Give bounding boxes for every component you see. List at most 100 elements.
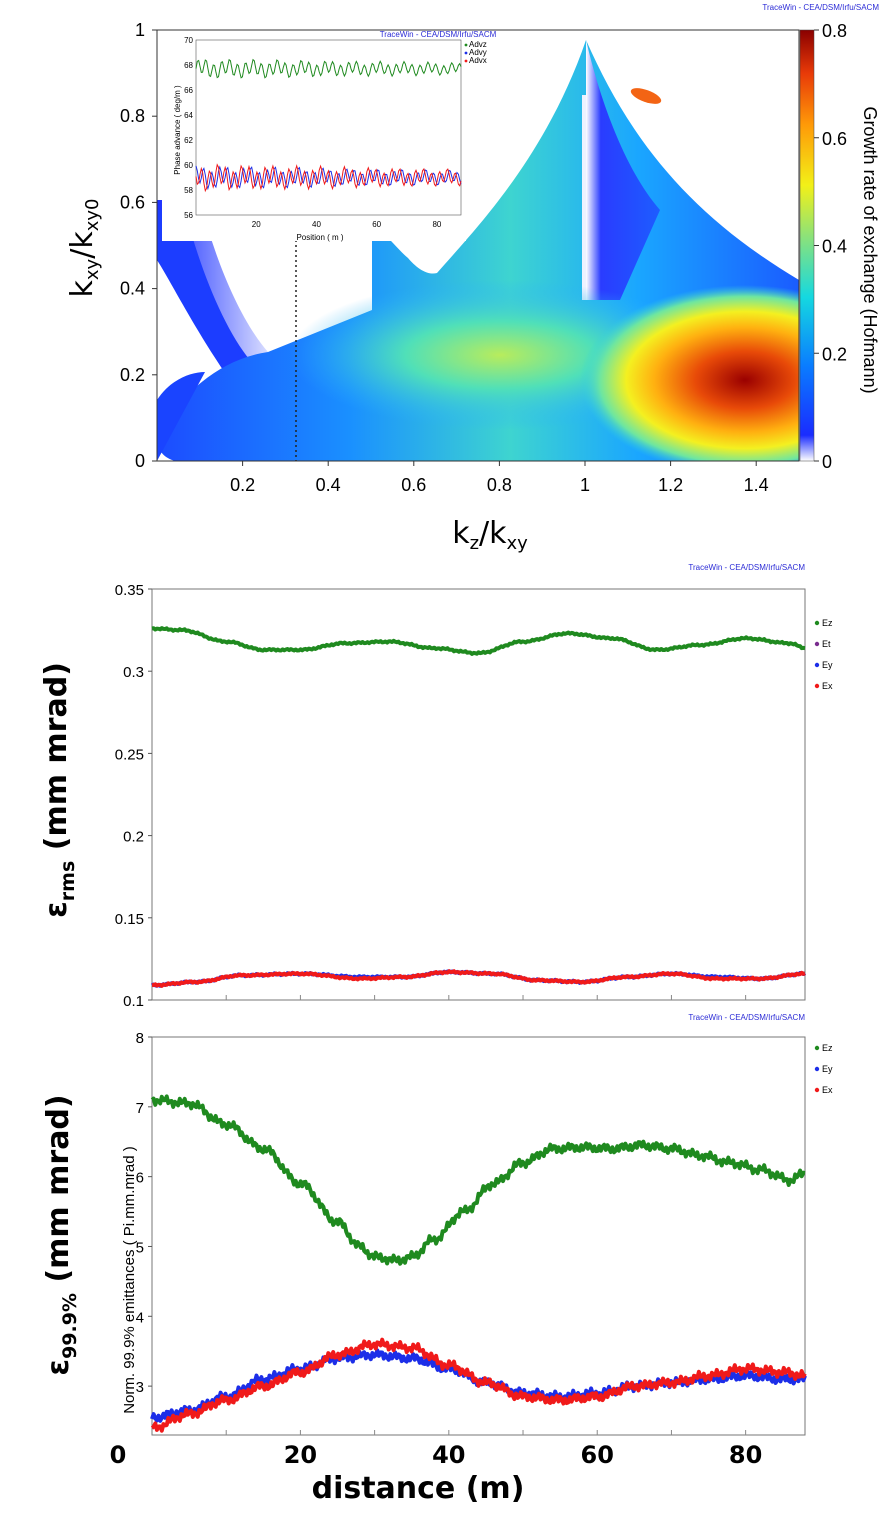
rms-legend-ey: Ey: [822, 660, 833, 670]
operating-point-marker: [630, 88, 662, 104]
credit-bottom: TraceWin - CEA/DSM/Irfu/SACM: [688, 1013, 805, 1022]
emittance-legend-dot-ex: [814, 1087, 820, 1093]
distance-x-tick-80: 80: [729, 1441, 762, 1469]
rms-series-ez: [151, 626, 806, 656]
inset-x-label: Position ( m ): [296, 233, 343, 242]
rms-series-ex: [151, 969, 806, 988]
rms-y-label: εrms (mm mrad): [39, 662, 79, 918]
inset-y-tick-60: 60: [184, 161, 193, 170]
inset-y-tick-58: 58: [184, 186, 193, 195]
emittance-legend-ez: Ez: [822, 1043, 833, 1053]
inset-ticks: 56 58 60 62 64 66 68 70 20 40 60 80: [184, 36, 442, 229]
emittance-legend-dot-ez: [814, 1045, 820, 1051]
lower-left-band: [157, 372, 205, 461]
rms-y-tick-0-3: 0.3: [123, 664, 144, 681]
emittance-plot-frame: [151, 1036, 806, 1436]
inset-x-tick-40: 40: [312, 220, 321, 229]
emittance-x-grid-ticks: [225, 1430, 747, 1435]
rms-legend-dot-ey: [814, 662, 820, 668]
emittance-y-ticks: 3 4 5 6 7 8: [136, 1030, 152, 1396]
rms-legend-dot-ex: [814, 683, 820, 689]
distance-x-tick-0: 0: [110, 1441, 127, 1469]
inset-y-tick-62: 62: [184, 136, 193, 145]
emittance-y-tick-4: 4: [136, 1309, 144, 1326]
inset-x-tick-80: 80: [432, 220, 441, 229]
colorbar-tick-0-4: 0.4: [822, 237, 847, 257]
coupling-spike: [586, 40, 660, 300]
rms-legend-dot-ez: [814, 620, 820, 626]
inset-y-tick-70: 70: [184, 36, 193, 45]
inset-legend-dot-advx: [464, 59, 468, 63]
inset-legend-advz: Advz: [469, 40, 487, 49]
inset-legend-dot-advy: [464, 51, 468, 55]
inset-y-label: Phase advance ( deg/m ): [173, 85, 182, 175]
inset-y-tick-56: 56: [184, 211, 193, 220]
stability-x-tick-0-6: 0.6: [401, 475, 426, 495]
stability-x-tick-0-4: 0.4: [316, 475, 341, 495]
distance-x-tick-60: 60: [581, 1441, 614, 1469]
stability-x-tick-1-4: 1.4: [744, 475, 769, 495]
emittance-series: [150, 1094, 807, 1433]
emittance-series-ez: [150, 1094, 806, 1266]
inset-credit: TraceWin - CEA/DSM/Irfu/SACM: [380, 30, 497, 39]
rms-legend-et: Et: [822, 639, 831, 649]
colorbar-tick-0-6: 0.6: [822, 129, 847, 149]
emittance-legend: Ez Ey Ex: [814, 1043, 833, 1095]
rms-y-tick-0-1: 0.1: [123, 993, 144, 1010]
stability-x-tick-0-8: 0.8: [487, 475, 512, 495]
emittance-series-ex: [150, 1337, 807, 1433]
inset-y-tick-66: 66: [184, 86, 193, 95]
stability-y-tick-1: 1: [135, 20, 145, 40]
emittance-y-tick-7: 7: [136, 1100, 144, 1117]
inset-legend-advx: Advx: [469, 56, 487, 65]
inset-x-tick-60: 60: [372, 220, 381, 229]
stability-plot-frame: [156, 29, 800, 462]
emittance-y-tick-8: 8: [136, 1030, 144, 1047]
stability-x-ticks: 0.2 0.4 0.6 0.8 1 1.2 1.4: [230, 461, 769, 495]
inset-series-advz: [195, 58, 462, 79]
inset-frame: [195, 39, 462, 216]
inset-legend-advy: Advy: [469, 48, 487, 57]
emittance-y-tick-3: 3: [136, 1379, 144, 1396]
inset-y-tick-64: 64: [184, 111, 193, 120]
inset-series-advx: [195, 163, 462, 193]
rms-legend-ex: Ex: [822, 681, 833, 691]
stability-x-tick-0-2: 0.2: [230, 475, 255, 495]
stability-y-tick-0-6: 0.6: [120, 192, 145, 212]
stability-y-tick-0-4: 0.4: [120, 279, 145, 299]
inset-series: [195, 58, 462, 193]
rms-y-tick-0-35: 0.35: [115, 582, 144, 599]
stability-chart-panel: 0 0.2 0.4 0.6 0.8 1 0.2 0.4 0.6 0.8 1 1.2 1.4 kxy/k…: [65, 3, 880, 554]
emittance-legend-ex: Ex: [822, 1085, 833, 1095]
distance-x-tick-40: 40: [432, 1441, 465, 1469]
colorbar-label: Growth rate of exchange (Hofmann): [860, 106, 880, 393]
emittance-x-ticks: 0 20 40 60 80: [110, 1441, 763, 1469]
rms-y-tick-0-2: 0.2: [123, 829, 144, 846]
stability-x-label: kz/kxy: [452, 516, 528, 554]
rms-x-grid-ticks: [225, 995, 747, 1000]
emittance-999-panel: TraceWin - CEA/DSM/Irfu/SACM 3 4 5 6 7 8 Ez Ey…: [41, 1013, 833, 1506]
rms-legend: Ez Et Ey Ex: [814, 618, 833, 691]
stability-y-tick-0-2: 0.2: [120, 365, 145, 385]
emittance-y-tick-6: 6: [136, 1170, 144, 1187]
rms-y-ticks: 0.1 0.15 0.2 0.25 0.3 0.35: [115, 582, 152, 1010]
inset-y-tick-68: 68: [184, 61, 193, 70]
stability-y-tick-0-8: 0.8: [120, 106, 145, 126]
rms-series: [150, 626, 807, 988]
rms-plot-frame: [151, 588, 806, 1001]
inset-series-advy: [195, 165, 462, 191]
colorbar-tick-0: 0: [822, 452, 832, 472]
distance-x-tick-20: 20: [284, 1441, 317, 1469]
hot-spot: [580, 285, 799, 461]
emittance-legend-dot-ey: [814, 1066, 820, 1072]
credit-middle: TraceWin - CEA/DSM/Irfu/SACM: [688, 563, 805, 572]
emittance-y-label: ε99.9% (mm mrad): [41, 1094, 81, 1375]
rms-emittance-panel: TraceWin - CEA/DSM/Irfu/SACM 0.10.150.20…: [39, 563, 833, 1010]
stability-y-ticks: 0 0.2 0.4 0.6 0.8 1: [120, 20, 157, 471]
stability-y-label: kxy/kxy0: [65, 199, 103, 298]
instability-map: [157, 40, 799, 461]
rms-y-tick-0-25: 0.25: [115, 746, 144, 763]
